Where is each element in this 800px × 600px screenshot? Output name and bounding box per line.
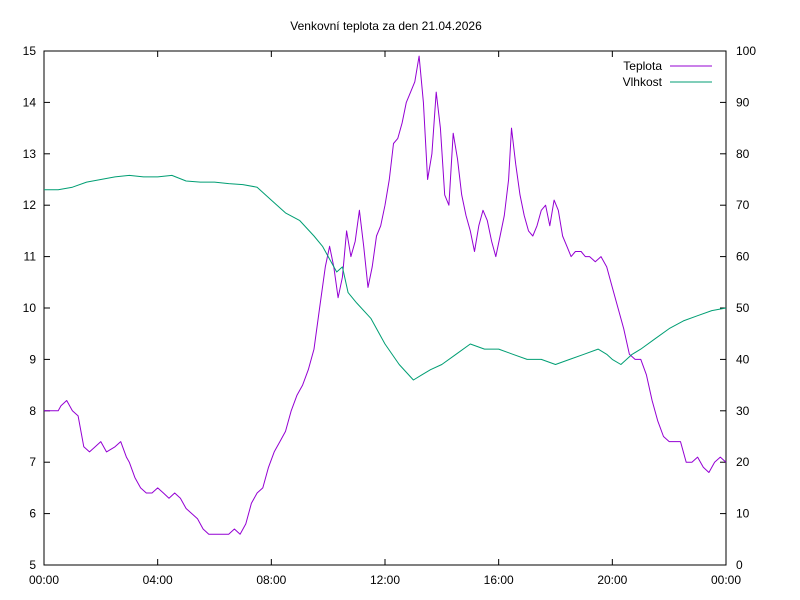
y-tick-label: 7 (29, 455, 36, 469)
y-tick-label: 14 (23, 95, 37, 109)
y-tick-label: 13 (23, 147, 37, 161)
y2-tick-label: 50 (736, 301, 750, 315)
x-tick-label: 04:00 (143, 573, 173, 587)
y-tick-label: 5 (29, 558, 36, 572)
y-tick-label: 15 (23, 44, 37, 58)
y2-tick-label: 10 (736, 507, 750, 521)
y2-tick-label: 70 (736, 198, 750, 212)
y2-tick-label: 90 (736, 95, 750, 109)
x-tick-label: 12:00 (370, 573, 400, 587)
y-tick-label: 6 (29, 507, 36, 521)
y-tick-label: 10 (23, 301, 37, 315)
y2-tick-label: 20 (736, 455, 750, 469)
legend-label-vlhkost: Vlhkost (623, 75, 663, 89)
series-line-teplota (44, 55, 727, 535)
x-tick-label: 00:00 (711, 573, 741, 587)
series-layer (44, 55, 727, 535)
y-tick-label: 8 (29, 404, 36, 418)
x-tick-label: 08:00 (256, 573, 286, 587)
y2-tick-label: 0 (736, 558, 743, 572)
x-tick-label: 20:00 (597, 573, 627, 587)
y-tick-label: 9 (29, 352, 36, 366)
y-tick-label: 11 (24, 250, 37, 264)
y2-tick-label: 80 (736, 147, 750, 161)
x-tick-label: 00:00 (29, 573, 59, 587)
legend-label-teplota: Teplota (623, 59, 662, 73)
axes: 5 6 7 8 9 10 11 12 13 14 15 0 10 20 30 40 50 60 70 80 90 100 0… (23, 44, 757, 587)
y2-tick-label: 30 (736, 404, 750, 418)
legend: Teplota Vlhkost (623, 59, 712, 89)
y-tick-label: 12 (23, 198, 37, 212)
x-tick-label: 16:00 (484, 573, 514, 587)
y2-tick-label: 40 (736, 352, 750, 366)
plot-border (43, 50, 727, 566)
chart-title: Venkovní teplota za den 21.04.2026 (290, 19, 482, 33)
y2-tick-label: 60 (736, 250, 750, 264)
series-line-vlhkost (44, 174, 727, 381)
y2-tick-label: 100 (736, 44, 756, 58)
